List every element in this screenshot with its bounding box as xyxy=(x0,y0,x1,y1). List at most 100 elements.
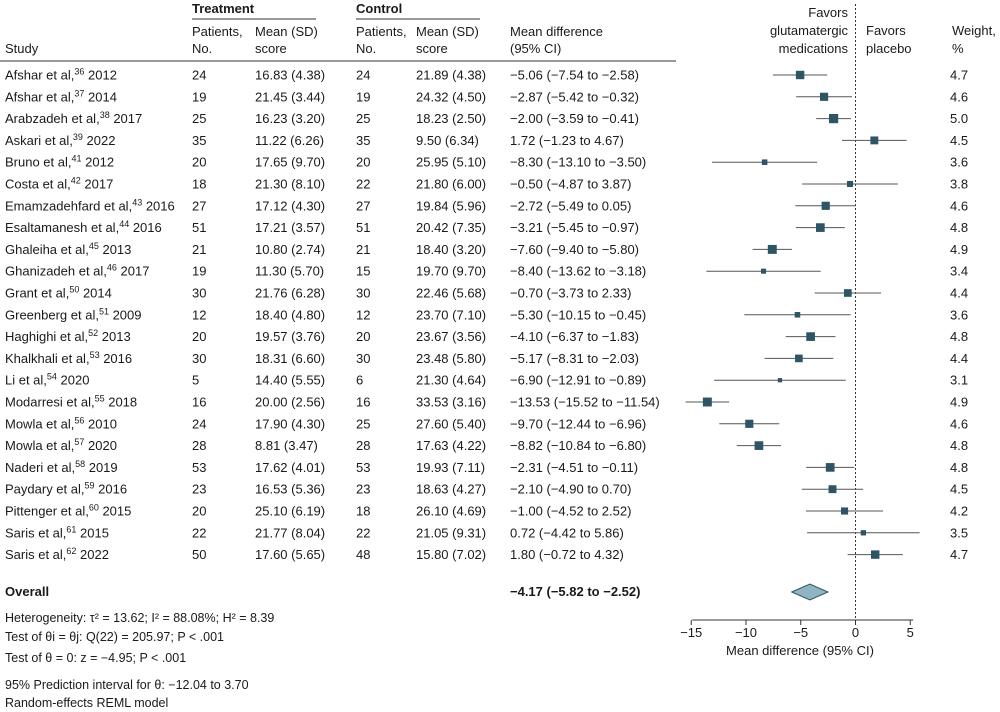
control-mean-sd: 18.23 (2.50) xyxy=(416,111,486,126)
weight-value: 4.8 xyxy=(950,460,968,475)
mean-difference-ci: −5.06 (−7.54 to −2.58) xyxy=(510,68,639,83)
control-patients: 23 xyxy=(356,482,370,497)
study-name: Emamzadehfard et al,43 2016 xyxy=(5,197,175,213)
table-row: Bruno et al,41 2012 20 17.65 (9.70) 20 25.95… xyxy=(5,154,968,170)
weight-value: 3.6 xyxy=(950,307,968,322)
table-row: Emamzadehfard et al,43 2016 27 17.12 (4.30… xyxy=(5,197,968,213)
control-mean-sd: 23.48 (5.80) xyxy=(416,351,486,366)
effect-marker xyxy=(754,441,764,450)
header-t-mean-2: score xyxy=(255,41,287,56)
mean-difference-ci: −2.10 (−4.90 to 0.70) xyxy=(510,482,631,497)
mean-difference-ci: −9.70 (−12.44 to −6.96) xyxy=(510,416,646,431)
treatment-mean-sd: 19.57 (3.76) xyxy=(255,329,325,344)
header-weight-2: % xyxy=(952,41,964,56)
control-patients: 51 xyxy=(356,220,370,235)
effect-marker xyxy=(795,70,805,80)
table-row: Paydary et al,59 2016 23 16.53 (5.36) 23 18.… xyxy=(5,481,968,497)
table-row: Mowla et al,57 2020 28 8.81 (3.47) 28 17.63 … xyxy=(5,437,968,453)
mean-difference-ci: −8.82 (−10.84 to −6.80) xyxy=(510,438,646,453)
header-diff-1: Mean difference xyxy=(510,24,603,39)
header-t-patients-1: Patients, xyxy=(192,24,243,39)
effect-marker xyxy=(761,159,768,165)
header-treatment: Treatment xyxy=(192,1,255,16)
x-tick-label: 5 xyxy=(907,625,914,640)
mean-difference-ci: −0.50 (−4.87 to 3.87) xyxy=(510,177,631,192)
treatment-patients: 53 xyxy=(192,460,206,475)
control-mean-sd: 23.67 (3.56) xyxy=(416,329,486,344)
effect-marker xyxy=(829,114,839,124)
header-diff-2: (95% CI) xyxy=(510,41,561,56)
weight-value: 5.0 xyxy=(950,111,968,126)
control-mean-sd: 21.30 (4.64) xyxy=(416,373,486,388)
control-mean-sd: 24.32 (4.50) xyxy=(416,89,486,104)
stat-model: Random-effects REML model xyxy=(5,696,168,710)
weight-value: 4.6 xyxy=(950,416,968,431)
treatment-patients: 28 xyxy=(192,438,206,453)
study-name: Paydary et al,59 2016 xyxy=(5,481,127,497)
study-name: Li et al,54 2020 xyxy=(5,372,89,388)
control-patients: 30 xyxy=(356,351,370,366)
study-name: Afshar et al,37 2014 xyxy=(5,88,117,104)
treatment-mean-sd: 17.21 (3.57) xyxy=(255,220,325,235)
treatment-mean-sd: 18.40 (4.80) xyxy=(255,307,325,322)
weight-value: 3.5 xyxy=(950,525,968,540)
control-mean-sd: 17.63 (4.22) xyxy=(416,438,486,453)
mean-difference-ci: −8.40 (−13.62 to −3.18) xyxy=(510,264,646,279)
table-row: Naderi et al,58 2019 53 17.62 (4.01) 53 19.9… xyxy=(5,459,968,475)
study-name: Saris et al,61 2015 xyxy=(5,524,109,540)
overall-md-text: −4.17 (−5.82 to −2.52) xyxy=(510,584,640,599)
treatment-patients: 24 xyxy=(192,416,206,431)
control-patients: 20 xyxy=(356,329,370,344)
treatment-patients: 20 xyxy=(192,329,206,344)
control-patients: 18 xyxy=(356,504,370,519)
mean-difference-ci: −3.21 (−5.45 to −0.97) xyxy=(510,220,639,235)
header-favors-left-3: medications xyxy=(779,41,849,56)
treatment-patients: 23 xyxy=(192,482,206,497)
header-favors-right-2: placebo xyxy=(866,41,912,56)
control-mean-sd: 15.80 (7.02) xyxy=(416,547,486,562)
control-mean-sd: 19.93 (7.11) xyxy=(416,460,485,475)
treatment-mean-sd: 17.90 (4.30) xyxy=(255,416,325,431)
table-row: Afshar et al,37 2014 19 21.45 (3.44) 19 24.3… xyxy=(5,88,968,104)
table-row: Mowla et al,56 2010 24 17.90 (4.30) 25 27.60… xyxy=(5,415,968,431)
treatment-mean-sd: 8.81 (3.47) xyxy=(255,438,318,453)
effect-marker xyxy=(761,268,767,274)
treatment-patients: 24 xyxy=(192,68,206,83)
table-row: Saris et al,61 2015 22 21.77 (8.04) 22 21.05… xyxy=(5,524,968,540)
table-row: Li et al,54 2020 5 14.40 (5.55) 6 21.30 (4.6… xyxy=(5,372,968,388)
control-patients: 15 xyxy=(356,264,370,279)
table-row: Ghanizadeh et al,46 2017 19 11.30 (5.70) 15… xyxy=(5,263,968,279)
treatment-patients: 25 xyxy=(192,111,206,126)
table-row: Arabzadeh et al,38 2017 25 16.23 (3.20) 25 1… xyxy=(5,110,968,126)
control-mean-sd: 21.05 (9.31) xyxy=(416,525,486,540)
control-patients: 22 xyxy=(356,177,370,192)
effect-marker xyxy=(819,92,829,101)
control-mean-sd: 20.42 (7.35) xyxy=(416,220,486,235)
control-patients: 30 xyxy=(356,286,370,301)
treatment-patients: 18 xyxy=(192,177,206,192)
study-name: Arabzadeh et al,38 2017 xyxy=(5,110,142,126)
effect-marker xyxy=(860,530,867,536)
treatment-patients: 5 xyxy=(192,373,199,388)
treatment-patients: 20 xyxy=(192,155,206,170)
treatment-mean-sd: 16.23 (3.20) xyxy=(255,111,325,126)
control-patients: 21 xyxy=(356,242,370,257)
mean-difference-ci: −4.10 (−6.37 to −1.83) xyxy=(510,329,639,344)
table-row: Greenberg et al,51 2009 12 18.40 (4.80) 12 2… xyxy=(5,306,968,322)
mean-difference-ci: −2.31 (−4.51 to −0.11) xyxy=(510,460,638,475)
study-name: Naderi et al,58 2019 xyxy=(5,459,118,475)
header-study: Study xyxy=(5,41,39,56)
treatment-mean-sd: 16.83 (4.38) xyxy=(255,68,325,83)
mean-difference-ci: −6.90 (−12.91 to −0.89) xyxy=(510,373,646,388)
effect-marker xyxy=(795,354,803,363)
study-name: Greenberg et al,51 2009 xyxy=(5,306,142,322)
control-patients: 48 xyxy=(356,547,370,562)
treatment-mean-sd: 21.45 (3.44) xyxy=(255,89,325,104)
weight-value: 4.5 xyxy=(950,133,968,148)
control-patients: 25 xyxy=(356,416,370,431)
control-mean-sd: 9.50 (6.34) xyxy=(416,133,479,148)
study-name: Saris et al,62 2022 xyxy=(5,546,109,562)
weight-value: 3.1 xyxy=(950,373,968,388)
treatment-patients: 19 xyxy=(192,264,206,279)
